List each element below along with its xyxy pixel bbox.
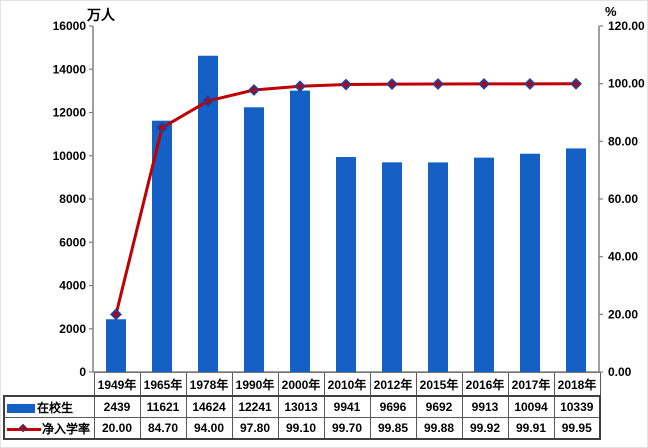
line-marker-1990年 bbox=[248, 84, 260, 96]
left-axis-tick-label: 16000 bbox=[53, 19, 87, 33]
year-cell: 1978年 bbox=[185, 372, 233, 397]
value-cell: 2439 bbox=[93, 395, 141, 418]
line-marker-2015年 bbox=[432, 78, 444, 90]
left-axis-tick-label: 8000 bbox=[59, 192, 86, 206]
value-cell: 99.10 bbox=[277, 417, 325, 440]
right-axis-unit-label: % bbox=[605, 4, 617, 19]
bar-1965年 bbox=[152, 120, 172, 372]
right-axis-tick-label: 100.00 bbox=[608, 77, 645, 91]
value-cell: 99.95 bbox=[553, 417, 601, 440]
value-cell: 9913 bbox=[461, 395, 509, 418]
value-cell: 20.00 bbox=[93, 417, 141, 440]
right-axis-tick-label: 40.00 bbox=[608, 250, 638, 264]
bar-1949年 bbox=[106, 319, 126, 372]
series-name: 净入学率 bbox=[42, 421, 91, 436]
year-cell: 2000年 bbox=[277, 372, 325, 397]
value-cell: 9692 bbox=[415, 395, 463, 418]
left-axis-tick-label: 2000 bbox=[59, 322, 86, 336]
bar-2000年 bbox=[290, 90, 310, 372]
left-axis-tick-label: 10000 bbox=[53, 149, 87, 163]
line-marker-1978年 bbox=[202, 95, 214, 107]
line-marker-2016年 bbox=[478, 77, 490, 90]
year-cell: 2015年 bbox=[415, 372, 463, 397]
series-legend-cell: 在校生 bbox=[3, 395, 95, 418]
value-cell: 9941 bbox=[323, 395, 371, 418]
bar-1978年 bbox=[198, 55, 218, 372]
year-cell: 1990年 bbox=[231, 372, 279, 397]
year-cell: 1949年 bbox=[93, 372, 141, 397]
year-cell: 2017年 bbox=[507, 372, 555, 397]
value-cell: 14624 bbox=[185, 395, 233, 418]
bar-2017年 bbox=[520, 153, 540, 372]
left-axis-tick-label: 12000 bbox=[53, 106, 87, 120]
bar-2016年 bbox=[474, 157, 494, 372]
bar-legend-swatch bbox=[7, 403, 35, 413]
series-name: 在校生 bbox=[37, 400, 74, 415]
bar-2015年 bbox=[428, 162, 448, 372]
line-marker-2012年 bbox=[386, 78, 398, 91]
series-row-line: 净入学率 20.00 84.70 94.00 97.80 99.10 99.70 99.85 9… bbox=[3, 417, 601, 440]
line-marker-1949年 bbox=[110, 308, 122, 321]
left-axis-unit-label: 万人 bbox=[87, 7, 115, 23]
value-cell: 99.85 bbox=[369, 417, 417, 440]
line-marker-2010年 bbox=[340, 78, 352, 91]
line-marker-2000年 bbox=[294, 80, 306, 93]
value-cell: 12241 bbox=[231, 395, 279, 418]
year-cell: 1965年 bbox=[139, 372, 187, 397]
value-cell: 99.70 bbox=[323, 417, 371, 440]
year-header-row: 1949年 1965年 1978年 1990年 2000年 2010年 2012年 2015年… bbox=[4, 372, 601, 397]
chart-data-table: 1949年 1965年 1978年 1990年 2000年 2010年 2012年 2015年… bbox=[3, 372, 601, 440]
value-cell: 13013 bbox=[277, 395, 325, 418]
table-corner-cell bbox=[4, 372, 94, 396]
series-row-bar: 在校生 2439 11621 14624 12241 13013 9941 9696 9692 9… bbox=[3, 395, 601, 418]
right-axis-tick-label: 80.00 bbox=[608, 134, 638, 148]
value-cell: 9696 bbox=[369, 395, 417, 418]
line-legend-swatch bbox=[7, 423, 41, 435]
bar-2012年 bbox=[382, 162, 402, 372]
value-cell: 99.91 bbox=[507, 417, 555, 440]
value-cell: 10094 bbox=[507, 395, 555, 418]
bar-1990年 bbox=[244, 107, 264, 372]
line-marker-2017年 bbox=[524, 78, 536, 90]
series-legend-cell: 净入学率 bbox=[3, 417, 95, 440]
year-cell: 2016年 bbox=[461, 372, 509, 397]
year-cell: 2010年 bbox=[323, 372, 371, 397]
line-marker-1965年 bbox=[156, 121, 168, 134]
right-axis-tick-label: 20.00 bbox=[608, 307, 638, 321]
year-cell: 2018年 bbox=[553, 372, 601, 397]
value-cell: 84.70 bbox=[139, 417, 187, 440]
value-cell: 99.88 bbox=[415, 417, 463, 440]
left-axis-tick-label: 6000 bbox=[59, 235, 86, 249]
right-axis-tick-label: 120.00 bbox=[608, 19, 645, 33]
line-marker-2018年 bbox=[570, 77, 582, 90]
year-cell: 2012年 bbox=[369, 372, 417, 397]
rate-line bbox=[114, 82, 577, 315]
value-cell: 10339 bbox=[553, 395, 601, 418]
left-axis-tick-label: 4000 bbox=[59, 279, 86, 293]
value-cell: 94.00 bbox=[185, 417, 233, 440]
bar-2018年 bbox=[566, 148, 586, 372]
value-cell: 99.92 bbox=[461, 417, 509, 440]
left-axis-tick-label: 14000 bbox=[53, 62, 87, 76]
bar-2010年 bbox=[336, 157, 356, 372]
value-cell: 97.80 bbox=[231, 417, 279, 440]
right-axis-tick-label: 60.00 bbox=[608, 192, 638, 206]
right-axis-tick-label: 0.00 bbox=[608, 365, 632, 379]
value-cell: 11621 bbox=[139, 395, 187, 418]
